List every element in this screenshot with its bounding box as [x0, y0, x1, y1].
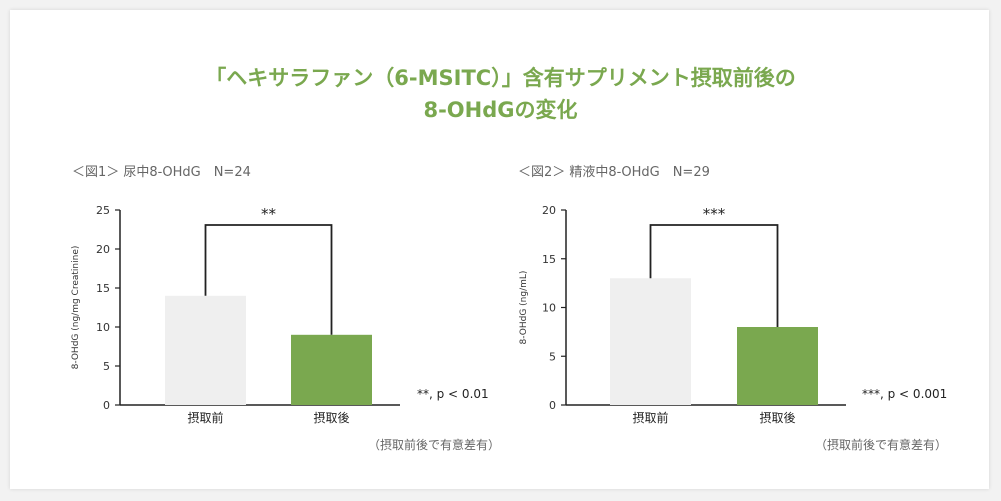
chart-1-caption: ＜図1＞ 尿中8-OHdG N=24	[72, 165, 251, 180]
chart-1-footnote: （摂取前後で有意差有）	[368, 438, 501, 452]
page-title: 「ヘキサラファン（6-MSITC）」含有サプリメント摂取前後の 8-OHdGの変…	[0, 62, 1001, 126]
title-line-2: 8-OHdGの変化	[423, 98, 578, 122]
title-line-1: 「ヘキサラファン（6-MSITC）」含有サプリメント摂取前後の	[205, 66, 796, 90]
chart-2-caption: ＜図2＞ 精液中8-OHdG N=29	[518, 165, 710, 180]
chart-2-footnote: （摂取前後で有意差有）	[815, 438, 948, 452]
content-card	[10, 10, 989, 489]
